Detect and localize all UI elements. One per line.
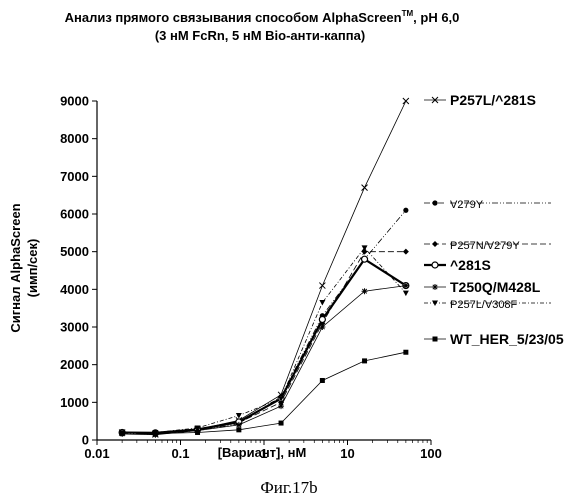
legend-marker	[432, 200, 437, 205]
legend-marker	[433, 337, 438, 342]
x-tick-label: 0.01	[84, 446, 109, 461]
legend-marker	[432, 262, 438, 268]
legend-label: T250Q/M428L	[450, 279, 541, 295]
legend-label: WT_HER_5/23/05	[450, 331, 564, 347]
y-tick-label: 8000	[60, 131, 89, 146]
legend-entry: T250Q/M428L	[424, 279, 541, 295]
legend: P257L/^281S V279Y P257N/V279Y ^281S T250Q/M4…	[424, 92, 564, 347]
data-point	[120, 430, 125, 435]
data-point	[403, 291, 409, 297]
legend-label: P257N/V279Y	[450, 240, 520, 252]
y-tick-label: 6000	[60, 207, 89, 222]
series-line	[122, 352, 406, 433]
data-point	[319, 316, 325, 322]
y-tick-label: 2000	[60, 357, 89, 372]
data-point	[319, 283, 325, 289]
y-tick-label: 7000	[60, 169, 89, 184]
series-v279y	[120, 208, 409, 437]
data-point	[403, 208, 408, 213]
y-tick-label: 1000	[60, 395, 89, 410]
data-point	[153, 431, 158, 436]
chart-title-line1: Анализ прямого связывания способом Alpha…	[65, 9, 460, 25]
legend-label: P257L/V308F	[450, 299, 518, 311]
trademark-superscript: TM	[402, 9, 414, 18]
series-line	[122, 101, 406, 434]
series-line	[122, 252, 406, 434]
legend-label: V279Y	[450, 199, 484, 211]
data-point	[403, 249, 409, 255]
data-point	[403, 350, 408, 355]
x-tick-label: 100	[420, 446, 442, 461]
series-line	[122, 259, 406, 433]
legend-entry: ^281S	[424, 257, 491, 273]
legend-entry: P257L/^281S	[424, 92, 536, 108]
legend-entry: P257N/V279Y	[424, 240, 551, 252]
data-point	[236, 427, 241, 432]
y-axis-label-line1: Сигнал AlphaScreen	[8, 203, 23, 332]
data-point	[362, 288, 368, 294]
y-tick-label: 9000	[60, 94, 89, 109]
chart-title-line2: (3 нМ FcRn, 5 нМ Bio-анти-каппа)	[155, 28, 365, 43]
series-281s	[119, 256, 409, 436]
legend-label: ^281S	[450, 257, 491, 273]
legend-entry: V279Y	[424, 199, 551, 211]
data-point	[403, 98, 409, 104]
data-point	[279, 421, 284, 426]
series-line	[122, 248, 406, 433]
x-tick-label: 0.1	[171, 446, 189, 461]
data-series	[119, 98, 409, 438]
y-tick-label: 4000	[60, 282, 89, 297]
series-wt-her-5-23-05	[120, 350, 409, 436]
legend-marker	[432, 284, 438, 290]
legend-marker	[432, 241, 438, 247]
y-tick-label: 3000	[60, 320, 89, 335]
x-tick-label: 10	[340, 446, 354, 461]
data-point	[362, 358, 367, 363]
data-point	[319, 300, 325, 306]
data-point	[319, 324, 325, 330]
data-point	[320, 378, 325, 383]
legend-entry: P257L/V308F	[424, 299, 551, 311]
legend-entry: WT_HER_5/23/05	[424, 331, 564, 347]
axis-ticks: 01000200030004000500060007000800090000.0…	[60, 94, 442, 462]
data-point	[236, 422, 242, 428]
data-point	[278, 403, 284, 409]
data-point	[195, 430, 200, 435]
series-line	[122, 210, 406, 434]
series-p257l-281s	[119, 98, 409, 437]
data-point	[362, 256, 368, 262]
y-tick-label: 5000	[60, 244, 89, 259]
x-axis-label: [Вариант], нМ	[218, 445, 307, 460]
y-axis-label-line2: (имп/сек)	[25, 239, 40, 298]
data-point	[403, 283, 409, 289]
data-point	[362, 185, 368, 191]
figure-caption: Фиг.17b	[260, 478, 317, 497]
legend-label: P257L/^281S	[450, 92, 536, 108]
legend-marker	[432, 301, 438, 307]
